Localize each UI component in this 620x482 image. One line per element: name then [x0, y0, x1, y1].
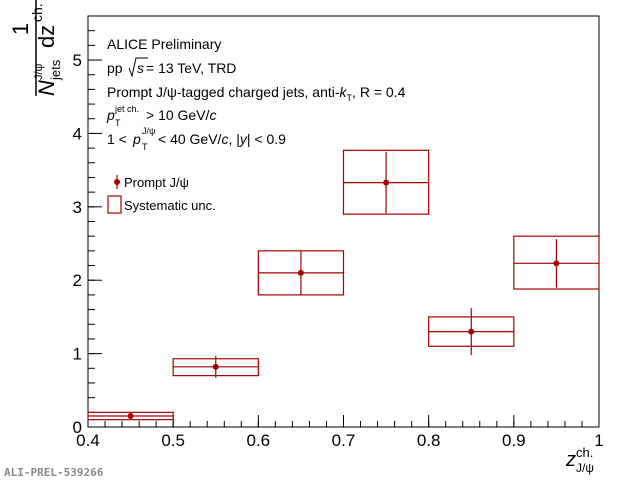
legend: Prompt J/ψ Systematic unc.	[107, 175, 216, 214]
data-point	[553, 260, 560, 267]
y-tick-labels: 0 1 2 3 4 5	[73, 51, 82, 437]
annotation-pt-jet-sub: T	[115, 118, 121, 128]
systematic-box	[513, 235, 600, 290]
y-tick-label: 4	[73, 124, 82, 143]
legend-box-icon	[107, 195, 122, 214]
annotation-alice-preliminary: ALICE Preliminary	[107, 36, 221, 52]
annotation-pt-jpsi-sub: T	[142, 142, 148, 152]
y-title-dz: dz	[34, 25, 59, 48]
x-tick-label: 0.9	[502, 431, 526, 450]
x-tick-labels: 0.4 0.5 0.6 0.7 0.8 0.9 1	[76, 431, 604, 450]
annotation-pt-jpsi-low: 1 <	[107, 131, 127, 147]
data-point	[297, 269, 304, 276]
sqrt-icon	[128, 57, 148, 78]
y-title-n-sub: jets	[48, 59, 63, 81]
figure-reference-id: ALI-PREL-539266	[4, 466, 104, 479]
y-tick-label: 5	[73, 51, 82, 70]
annotation-pt-jet-cut: > 10 GeV/c	[146, 107, 216, 123]
legend-point-icon	[114, 179, 120, 185]
data-point	[127, 412, 134, 419]
x-tick-label: 0.8	[417, 431, 441, 450]
y-title-n-sup: J/ψ	[33, 63, 45, 80]
data-point	[468, 328, 475, 335]
annotation-energy: = 13 TeV, TRD	[146, 60, 236, 76]
data-points	[127, 179, 560, 419]
annotation-pt-jet-sup: jet ch.	[114, 104, 139, 114]
data-point	[383, 179, 390, 186]
annotation-pp: pp	[107, 60, 123, 76]
x-title-sup: ch.	[576, 445, 593, 460]
x-tick-label: 0.5	[161, 431, 185, 450]
x-title-sub: J/ψ	[576, 461, 594, 475]
y-axis-title: 1 N J/ψ jets dz ch. dN	[8, 0, 63, 96]
plot-frame	[87, 15, 600, 428]
y-title-dz-sup: ch.	[29, 3, 45, 22]
annotation-pt-jet-p: p	[106, 107, 115, 123]
annotation-prompt-tagged: Prompt J/ψ-tagged charged jets, anti-kT,…	[107, 84, 406, 103]
y-tick-label: 3	[73, 198, 82, 217]
data-point	[212, 363, 219, 370]
systematic-boxes	[87, 149, 600, 421]
x-tick-label: 0.7	[332, 431, 356, 450]
y-title-numerator: 1	[8, 23, 33, 35]
axis-ticks	[87, 15, 600, 428]
annotation-sqrt-s: s	[137, 60, 144, 76]
annotation-pt-jpsi-p: p	[132, 131, 141, 147]
y-tick-label: 0	[73, 418, 82, 437]
x-title-z: z	[565, 449, 576, 471]
y-tick-label: 1	[73, 345, 82, 364]
legend-label-prompt: Prompt J/ψ	[124, 175, 189, 190]
y-tick-label: 2	[73, 271, 82, 290]
legend-label-systematic: Systematic unc.	[124, 198, 216, 213]
x-axis-title: z ch. J/ψ	[565, 445, 594, 475]
x-tick-label: 0.6	[247, 431, 271, 450]
annotation-pt-jpsi-cut: < 40 GeV/c, |y| < 0.9	[158, 131, 286, 147]
annotation-block: ALICE Preliminary pp s = 13 TeV, TRD Pro…	[106, 36, 406, 152]
y-title-n: N	[34, 80, 59, 96]
x-tick-label: 0.4	[76, 431, 100, 450]
x-tick-label: 1	[594, 431, 603, 450]
annotation-pt-jpsi-sup: J/ψ	[142, 126, 155, 136]
